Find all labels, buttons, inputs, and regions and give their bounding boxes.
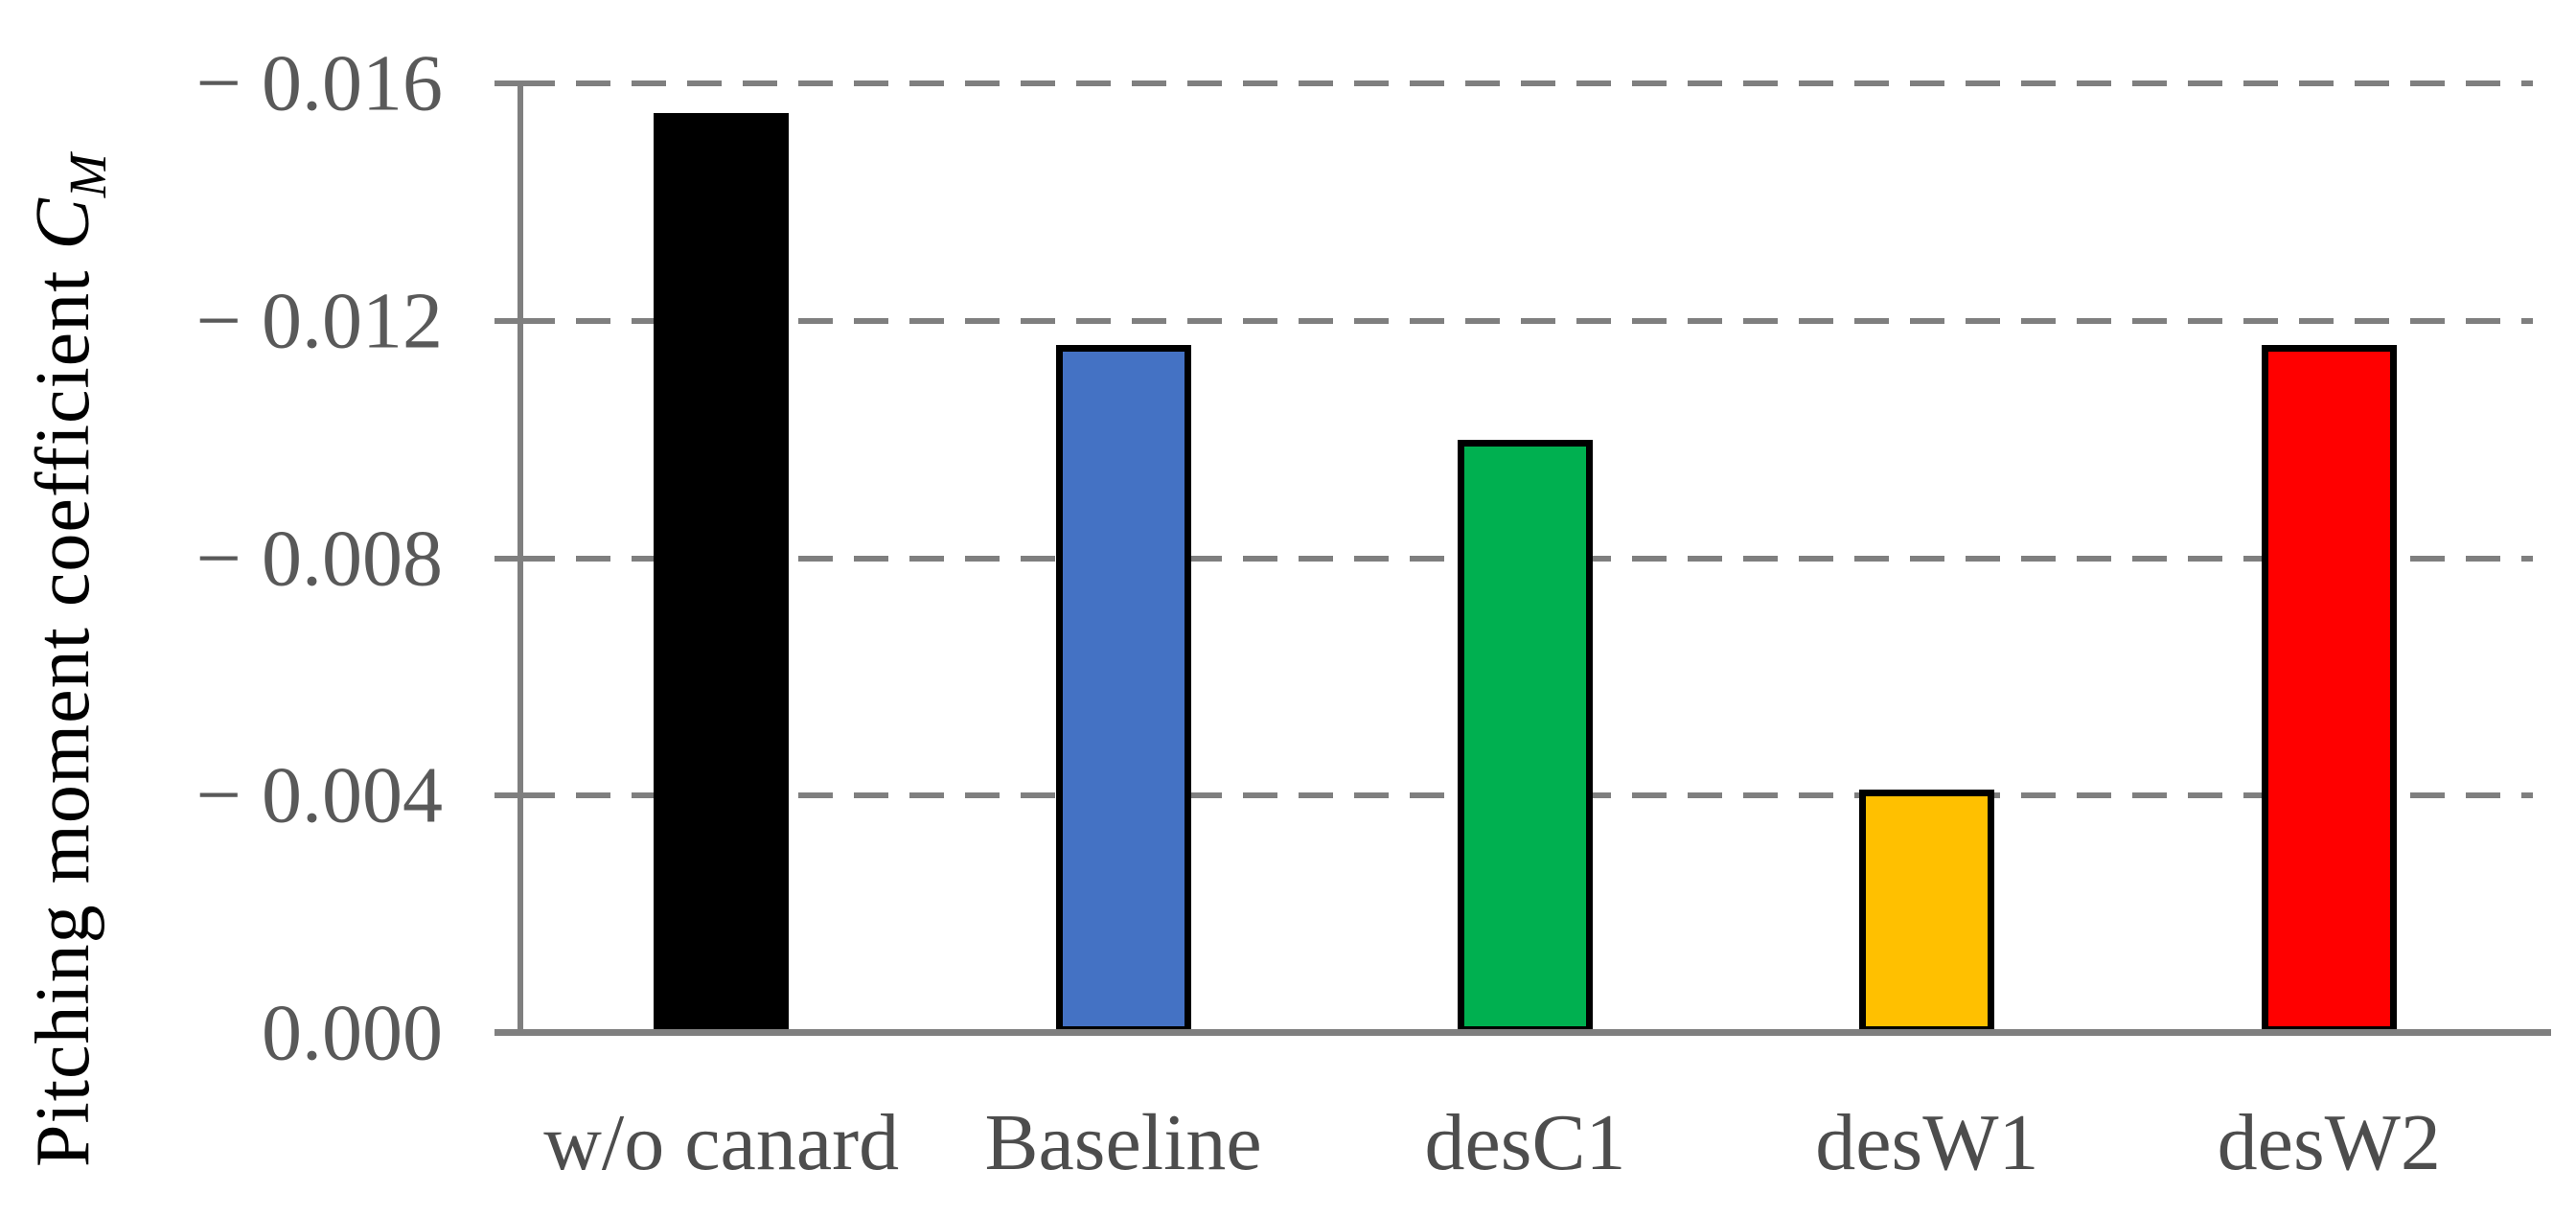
gridline xyxy=(520,317,2533,324)
gridline xyxy=(520,80,2533,86)
bar-w-o-canard xyxy=(654,112,790,1033)
x-category-label: desW2 xyxy=(2217,1098,2441,1187)
y-tick-label: 0.000 xyxy=(262,988,443,1078)
bar-desc1 xyxy=(1458,439,1593,1033)
bar-desw2 xyxy=(2261,344,2397,1033)
y-tick-mark xyxy=(494,792,521,799)
x-category-label: desC1 xyxy=(1424,1098,1626,1187)
y-tick-label: − 0.008 xyxy=(196,514,443,603)
y-tick-mark xyxy=(494,317,521,324)
y-tick-mark xyxy=(494,80,521,86)
y-tick-label: − 0.004 xyxy=(196,750,443,840)
x-category-label: desW1 xyxy=(1815,1098,2039,1187)
y-tick-label: − 0.012 xyxy=(196,276,443,366)
bar-baseline xyxy=(1055,344,1191,1033)
bar-desw1 xyxy=(1859,790,1995,1033)
x-axis-line xyxy=(494,1029,2551,1036)
x-category-label: Baseline xyxy=(984,1098,1262,1187)
y-tick-mark xyxy=(494,555,521,562)
x-category-label: w/o canard xyxy=(543,1098,900,1187)
y-tick-label: − 0.016 xyxy=(196,38,443,128)
